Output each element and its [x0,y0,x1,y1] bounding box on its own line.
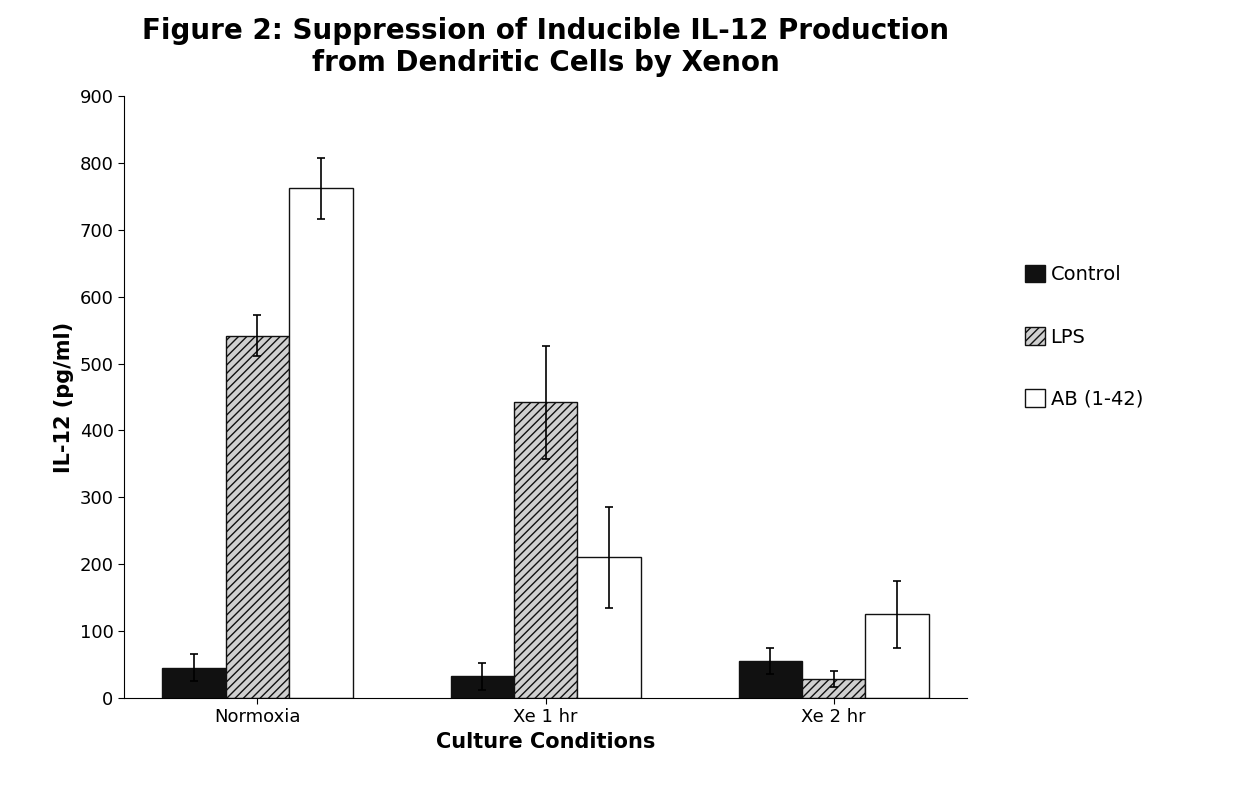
Legend: Control, LPS, AB (1-42): Control, LPS, AB (1-42) [1025,265,1143,409]
X-axis label: Culture Conditions: Culture Conditions [436,731,655,751]
Bar [289,188,352,698]
Title: Figure 2: Suppression of Inducible IL-12 Production
from Dendritic Cells by Xeno: Figure 2: Suppression of Inducible IL-12… [143,17,949,77]
Bar [162,667,226,698]
Y-axis label: IL-12 (pg/ml): IL-12 (pg/ml) [55,322,74,472]
Bar [450,676,513,698]
Bar [802,679,866,698]
Bar [866,614,929,698]
Bar [226,335,289,698]
Bar [578,557,641,698]
Bar [739,661,802,698]
Bar [513,403,578,698]
